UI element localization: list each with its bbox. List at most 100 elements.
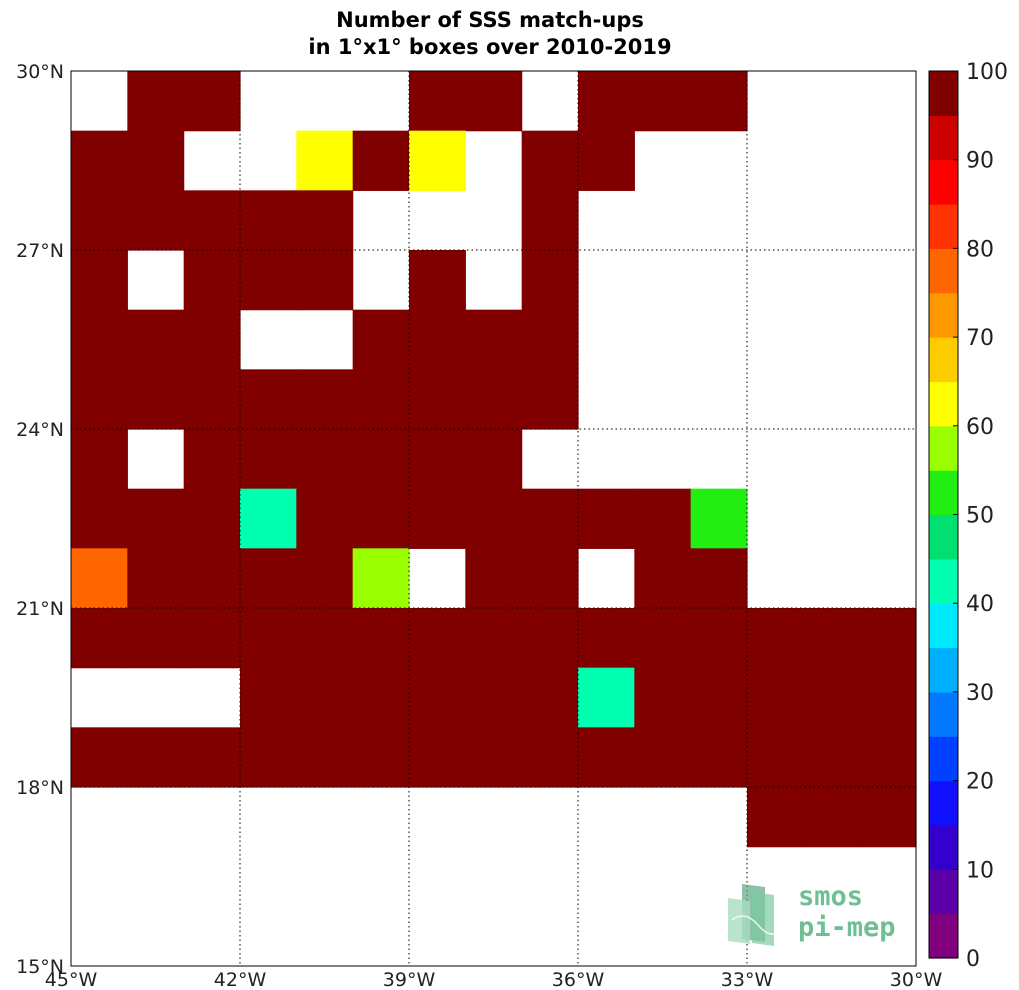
- x-tick-label: 45°W: [45, 969, 98, 990]
- heatmap-cell: [127, 727, 185, 788]
- heatmap-cell: [578, 608, 635, 669]
- colorbar-tick-label: 20: [966, 770, 994, 795]
- heatmap-cell: [352, 548, 410, 609]
- x-tick-label: 36°W: [552, 969, 605, 990]
- heatmap-cell: [690, 71, 748, 132]
- colorbar-tick-label: 70: [966, 326, 994, 351]
- heatmap-cell: [803, 667, 861, 728]
- heatmap-cell: [521, 667, 579, 728]
- heatmap-cell: [71, 548, 128, 609]
- colorbar-segment: [929, 869, 958, 915]
- heatmap-cell: [296, 369, 354, 430]
- heatmap-cell: [521, 548, 579, 609]
- y-axis-ticks: 15°N 18°N 21°N 24°N 27°N 30°N: [16, 61, 64, 978]
- heatmap-cell: [465, 488, 523, 549]
- plot-frame: [70, 70, 917, 967]
- heatmap-cell: [127, 71, 185, 132]
- y-tick-label: 27°N: [16, 240, 64, 262]
- colorbar-segment: [929, 691, 958, 737]
- heatmap-cell: [690, 488, 748, 549]
- heatmap-cell: [859, 608, 917, 669]
- heatmap-cell: [409, 309, 466, 370]
- heatmap-cell: [71, 727, 128, 788]
- heatmap-cell: [634, 667, 692, 728]
- heatmap-cell: [183, 369, 241, 430]
- heatmap-cell: [183, 429, 241, 490]
- heatmap-cell: [409, 608, 466, 669]
- heatmap-cell: [409, 667, 466, 728]
- heatmap-cell: [296, 548, 354, 609]
- heatmap-cell: [296, 667, 354, 728]
- logo-text-pi-mep: pi-mep: [798, 912, 896, 943]
- colorbar-segment: [929, 913, 958, 959]
- colorbar-segment: [929, 736, 958, 782]
- gridlines: [71, 71, 916, 966]
- colorbar-segment: [929, 292, 958, 338]
- colorbar-segment: [929, 470, 958, 516]
- heatmap-cell: [352, 488, 410, 549]
- x-tick-label: 39°W: [383, 969, 436, 990]
- heatmap-cell: [578, 130, 635, 191]
- colorbar-segment: [929, 603, 958, 649]
- heatmap-cell: [747, 787, 804, 848]
- colorbar-segment: [929, 115, 958, 161]
- colorbar-tick-label: 50: [966, 504, 994, 529]
- colorbar: 0 10 20 30 40 50 60 70 80 90 100: [928, 60, 1008, 972]
- heatmap-cell: [71, 309, 128, 370]
- heatmap-cell: [127, 548, 185, 609]
- heatmap-cell: [240, 727, 297, 788]
- heatmap-cell: [127, 488, 185, 549]
- heatmap-cell: [578, 667, 635, 728]
- heatmap-cell: [803, 727, 861, 788]
- colorbar-tick-label: 80: [966, 237, 994, 262]
- heatmap-cell: [521, 608, 579, 669]
- heatmap-cell: [240, 608, 297, 669]
- heatmap-cell: [465, 608, 523, 669]
- heatmap-cell: [296, 130, 354, 191]
- heatmap-cell: [352, 727, 410, 788]
- heatmap-cell: [409, 71, 466, 132]
- colorbar-tick-label: 40: [966, 592, 994, 617]
- colorbar-segment: [929, 159, 958, 205]
- heatmap-cell: [859, 727, 917, 788]
- heatmap-cell: [71, 250, 128, 311]
- heatmap-cell: [859, 667, 917, 728]
- y-tick-label: 24°N: [16, 419, 64, 441]
- smos-pi-mep-logo: smos pi-mep: [728, 881, 896, 946]
- heatmap-cell: [71, 488, 128, 549]
- heatmap-cell: [127, 608, 185, 669]
- heatmap-cell: [183, 548, 241, 609]
- heatmap-cell: [352, 369, 410, 430]
- heatmap-cell: [352, 130, 410, 191]
- heatmap-cell: [296, 608, 354, 669]
- heatmap-cell: [240, 250, 297, 311]
- heatmap-cell: [71, 130, 128, 191]
- heatmap-cell: [634, 608, 692, 669]
- heatmap-cell: [409, 727, 466, 788]
- colorbar-segment: [929, 381, 958, 427]
- heatmap-cell: [578, 71, 635, 132]
- heatmap-cell: [352, 667, 410, 728]
- heatmap-cell: [240, 548, 297, 609]
- colorbar-tick-label: 0: [966, 947, 980, 972]
- heatmap-cell: [465, 309, 523, 370]
- heatmap-cell: [578, 727, 635, 788]
- heatmap-cell: [183, 608, 241, 669]
- heatmap-cell: [634, 488, 692, 549]
- heatmap-cell: [71, 429, 128, 490]
- heatmap-cell: [296, 250, 354, 311]
- heatmap-cell: [465, 369, 523, 430]
- heatmap-cell: [183, 250, 241, 311]
- heatmap-cell: [747, 667, 804, 728]
- heatmap-cell: [859, 787, 917, 848]
- heatmap-cell: [240, 488, 297, 549]
- heatmap-cell: [127, 309, 185, 370]
- y-tick-label: 21°N: [16, 598, 64, 620]
- heatmap-cell: [634, 727, 692, 788]
- heatmap-cell: [465, 429, 523, 490]
- heatmap-cell: [521, 727, 579, 788]
- heatmap-cell: [521, 130, 579, 191]
- colorbar-segment: [929, 337, 958, 383]
- chart-title: Number of SSS match-ups in 1°x1° boxes o…: [308, 8, 671, 59]
- heatmap-cell: [240, 369, 297, 430]
